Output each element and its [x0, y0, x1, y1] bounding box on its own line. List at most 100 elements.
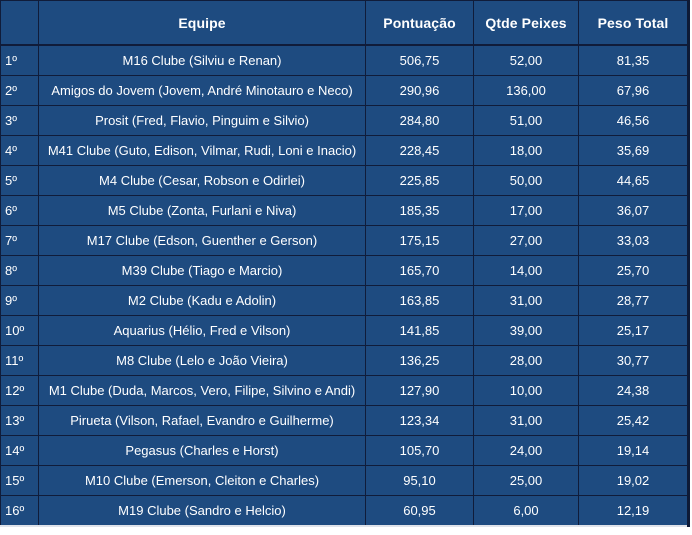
table-row: 13º Pirueta (Vilson, Rafael, Evandro e Gu… — [0, 405, 689, 436]
cell-points: 60,95 — [365, 495, 474, 527]
cell-rank: 15º — [0, 465, 39, 496]
cell-points: 284,80 — [365, 105, 474, 136]
cell-rank: 13º — [0, 405, 39, 436]
table-row: 6º M5 Clube (Zonta, Furlani e Niva) 185,35… — [0, 195, 689, 226]
cell-points: 136,25 — [365, 345, 474, 376]
cell-qty: 24,00 — [473, 435, 579, 466]
cell-qty: 25,00 — [473, 465, 579, 496]
cell-weight: 46,56 — [578, 105, 689, 136]
cell-weight: 67,96 — [578, 75, 689, 106]
cell-team: M39 Clube (Tiago e Marcio) — [38, 255, 366, 286]
cell-team: M17 Clube (Edson, Guenther e Gerson) — [38, 225, 366, 256]
column-header-rank — [0, 0, 39, 46]
cell-qty: 27,00 — [473, 225, 579, 256]
cell-team: M19 Clube (Sandro e Helcio) — [38, 495, 366, 527]
cell-points: 185,35 — [365, 195, 474, 226]
table-row: 7º M17 Clube (Edson, Guenther e Gerson) 17… — [0, 225, 689, 256]
table-body: 1º M16 Clube (Silviu e Renan) 506,75 52,00 8… — [0, 44, 689, 527]
cell-qty: 6,00 — [473, 495, 579, 527]
cell-points: 123,34 — [365, 405, 474, 436]
table-row: 15º M10 Clube (Emerson, Cleiton e Charles… — [0, 465, 689, 496]
cell-team: M2 Clube (Kadu e Adolin) — [38, 285, 366, 316]
cell-points: 225,85 — [365, 165, 474, 196]
cell-rank: 12º — [0, 375, 39, 406]
cell-weight: 81,35 — [578, 44, 689, 76]
cell-weight: 19,02 — [578, 465, 689, 496]
cell-weight: 25,17 — [578, 315, 689, 346]
cell-rank: 16º — [0, 495, 39, 527]
cell-team: Amigos do Jovem (Jovem, André Minotauro … — [38, 75, 366, 106]
cell-rank: 8º — [0, 255, 39, 286]
cell-points: 228,45 — [365, 135, 474, 166]
cell-rank: 4º — [0, 135, 39, 166]
cell-weight: 30,77 — [578, 345, 689, 376]
cell-qty: 50,00 — [473, 165, 579, 196]
cell-qty: 51,00 — [473, 105, 579, 136]
cell-points: 141,85 — [365, 315, 474, 346]
table-row: 10º Aquarius (Hélio, Fred e Vilson) 141,85… — [0, 315, 689, 346]
cell-weight: 12,19 — [578, 495, 689, 527]
table-row: 14º Pegasus (Charles e Horst) 105,70 24,00 1… — [0, 435, 689, 466]
cell-weight: 24,38 — [578, 375, 689, 406]
cell-team: Pegasus (Charles e Horst) — [38, 435, 366, 466]
cell-team: M8 Clube (Lelo e João Vieira) — [38, 345, 366, 376]
cell-rank: 11º — [0, 345, 39, 376]
table-row: 11º M8 Clube (Lelo e João Vieira) 136,25 28… — [0, 345, 689, 376]
cell-team: M1 Clube (Duda, Marcos, Vero, Filipe, Si… — [38, 375, 366, 406]
cell-points: 175,15 — [365, 225, 474, 256]
column-header-points: Pontuação — [365, 0, 474, 46]
table-row: 9º M2 Clube (Kadu e Adolin) 163,85 31,00 28,… — [0, 285, 689, 316]
column-header-team: Equipe — [38, 0, 366, 46]
cell-rank: 5º — [0, 165, 39, 196]
cell-qty: 31,00 — [473, 285, 579, 316]
cell-weight: 19,14 — [578, 435, 689, 466]
cell-rank: 6º — [0, 195, 39, 226]
cell-rank: 10º — [0, 315, 39, 346]
cell-points: 290,96 — [365, 75, 474, 106]
cell-qty: 39,00 — [473, 315, 579, 346]
cell-weight: 36,07 — [578, 195, 689, 226]
cell-team: Pirueta (Vilson, Rafael, Evandro e Guilh… — [38, 405, 366, 436]
cell-points: 127,90 — [365, 375, 474, 406]
cell-team: M41 Clube (Guto, Edison, Vilmar, Rudi, L… — [38, 135, 366, 166]
cell-points: 165,70 — [365, 255, 474, 286]
cell-qty: 28,00 — [473, 345, 579, 376]
cell-qty: 14,00 — [473, 255, 579, 286]
cell-rank: 9º — [0, 285, 39, 316]
cell-team: M5 Clube (Zonta, Furlani e Niva) — [38, 195, 366, 226]
cell-points: 105,70 — [365, 435, 474, 466]
cell-qty: 136,00 — [473, 75, 579, 106]
table-row: 2º Amigos do Jovem (Jovem, André Minotaur… — [0, 75, 689, 106]
cell-team: M10 Clube (Emerson, Cleiton e Charles) — [38, 465, 366, 496]
cell-rank: 2º — [0, 75, 39, 106]
cell-weight: 33,03 — [578, 225, 689, 256]
table-row: 1º M16 Clube (Silviu e Renan) 506,75 52,00 8… — [0, 44, 689, 76]
cell-qty: 52,00 — [473, 44, 579, 76]
table-row: 3º Prosit (Fred, Flavio, Pinguim e Silvio… — [0, 105, 689, 136]
cell-qty: 18,00 — [473, 135, 579, 166]
cell-points: 163,85 — [365, 285, 474, 316]
cell-rank: 14º — [0, 435, 39, 466]
cell-rank: 7º — [0, 225, 39, 256]
cell-weight: 44,65 — [578, 165, 689, 196]
column-header-qty: Qtde Peixes — [473, 0, 579, 46]
table-header: Equipe Pontuação Qtde Peixes Peso Total — [0, 0, 689, 46]
cell-qty: 17,00 — [473, 195, 579, 226]
cell-qty: 31,00 — [473, 405, 579, 436]
cell-qty: 10,00 — [473, 375, 579, 406]
cell-team: Prosit (Fred, Flavio, Pinguim e Silvio) — [38, 105, 366, 136]
cell-team: M4 Clube (Cesar, Robson e Odirlei) — [38, 165, 366, 196]
cell-rank: 1º — [0, 44, 39, 76]
table-row: 8º M39 Clube (Tiago e Marcio) 165,70 14,00 2… — [0, 255, 689, 286]
table-header-row: Equipe Pontuação Qtde Peixes Peso Total — [0, 0, 689, 46]
table-row: 5º M4 Clube (Cesar, Robson e Odirlei) 225,… — [0, 165, 689, 196]
cell-rank: 3º — [0, 105, 39, 136]
cell-weight: 25,70 — [578, 255, 689, 286]
table-row: 12º M1 Clube (Duda, Marcos, Vero, Filipe,… — [0, 375, 689, 406]
cell-weight: 28,77 — [578, 285, 689, 316]
cell-weight: 35,69 — [578, 135, 689, 166]
cell-points: 95,10 — [365, 465, 474, 496]
table-row: 16º M19 Clube (Sandro e Helcio) 60,95 6,00 1… — [0, 495, 689, 527]
